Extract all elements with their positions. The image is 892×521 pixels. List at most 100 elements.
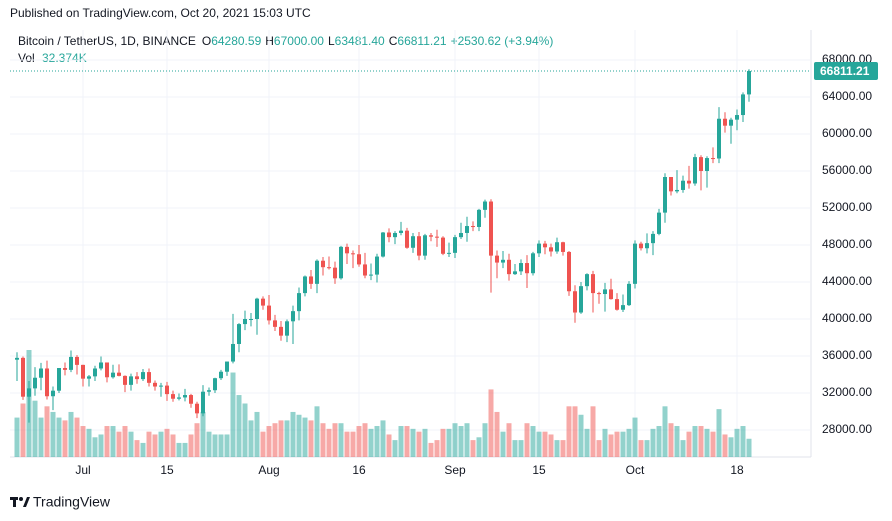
candle-body [417,236,421,256]
volume-bar [74,417,80,457]
x-tick-label: 18 [730,463,744,477]
candle-body [549,247,553,252]
volume-bar [254,411,260,457]
candle-body [381,232,385,257]
volume-bar [176,442,182,457]
volume-bar [104,426,110,457]
candle-body [573,291,577,313]
volume-bar [674,426,680,457]
volume-bar [410,428,416,457]
candle-body [279,326,283,336]
candle-body [345,246,349,254]
published-note: Published on TradingView.com, Oct 20, 20… [10,6,311,20]
candle-body [453,237,457,253]
volume-bar [284,420,290,457]
candle-body [69,356,73,370]
volume-bar [194,423,200,457]
volume-bar [614,431,620,457]
volume-bar [680,440,686,457]
volume-bar [146,431,152,457]
volume-bar [98,434,104,457]
ohlc-key: H [265,34,274,48]
candle-body [225,361,229,372]
volume-bar [344,431,350,457]
candle-body [477,209,481,227]
candle-body [405,230,409,248]
candle-body [159,385,163,387]
candle-body [261,298,265,306]
candle-body [117,372,121,376]
y-tick-label: 48000.00 [822,237,872,251]
volume-bar [56,417,62,457]
candle-body [231,343,235,362]
candle-body [63,368,67,370]
volume-bar [272,423,278,457]
x-tick-label: Sep [444,463,466,477]
volume-pane [14,350,752,457]
volume-bar [50,411,56,457]
volume-bar [278,420,284,457]
volume-bar [422,428,428,457]
y-tick-label: 40000.00 [822,311,872,325]
candle-body [459,232,463,238]
x-tick-label: 15 [532,463,546,477]
candle-body [633,243,637,284]
volume-bar [218,434,224,457]
volume-bar [416,431,422,457]
volume-bar [578,414,584,457]
candle-body [135,376,139,380]
volume-bar [728,437,734,457]
candle-body [243,318,247,325]
candle-body [363,264,367,276]
volume-bar [350,431,356,457]
x-tick-label: 16 [352,463,366,477]
candle-body [309,276,313,284]
candle-body [513,271,517,275]
volume-bar [668,423,674,457]
candle-body [201,391,205,414]
grid [10,30,810,457]
candle-body [537,243,541,254]
candle-body [423,235,427,256]
volume-bar [296,414,302,457]
volume-bar [500,431,506,457]
volume-bar [644,440,650,457]
volume-bar [242,403,248,457]
volume-bar [332,423,338,457]
candle-body [195,403,199,414]
candle-body [339,246,343,279]
volume-bar [632,417,638,457]
candle-body [597,293,601,295]
candle-body [489,201,493,256]
candle-body [465,226,469,233]
brand-logo [10,497,30,507]
ohlc-key: O [202,34,211,48]
candle-body [411,236,415,248]
candle-body [675,189,679,192]
candle-body [303,276,307,294]
volume-bar [506,423,512,457]
candle-body [741,94,745,116]
volume-bar [746,438,752,457]
candle-body [105,362,109,378]
volume-bar [494,411,500,457]
candle-body [327,267,331,269]
volume-bar [656,426,662,457]
candle-body [21,357,25,397]
volume-bar [470,440,476,457]
candle-body [681,180,685,190]
candle-body [435,236,439,238]
volume-bar [314,406,320,457]
y-tick-label: 32000.00 [822,385,872,399]
y-tick-label: 60000.00 [822,126,872,140]
candle-body [81,364,85,379]
candle-body [639,243,643,249]
volume-bar [386,434,392,457]
volume-bar [458,426,464,457]
volume-bar [590,406,596,457]
volume-bar [404,426,410,457]
volume-bar [212,434,218,457]
volume-bar [248,420,254,457]
